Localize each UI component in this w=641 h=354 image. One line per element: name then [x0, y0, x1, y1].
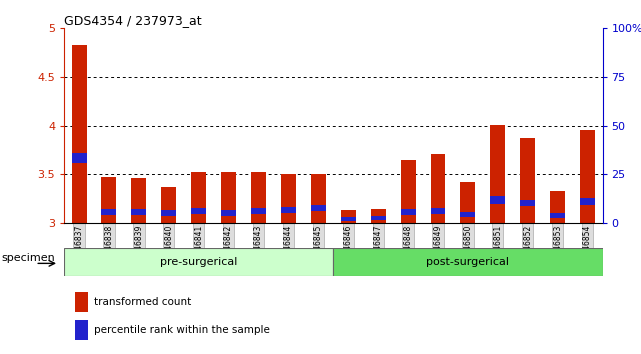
Bar — [370, 216, 386, 220]
Bar — [101, 177, 117, 223]
Bar — [490, 196, 505, 204]
Bar — [520, 200, 535, 206]
Text: GDS4354 / 237973_at: GDS4354 / 237973_at — [64, 14, 202, 27]
Bar — [460, 212, 476, 217]
Bar — [191, 172, 206, 223]
Bar — [431, 209, 445, 214]
Bar — [550, 191, 565, 223]
FancyBboxPatch shape — [64, 248, 333, 276]
Text: pre-surgerical: pre-surgerical — [160, 257, 237, 267]
Text: transformed count: transformed count — [94, 297, 191, 307]
Bar — [221, 210, 236, 216]
Bar — [75, 292, 88, 312]
Bar — [401, 209, 415, 215]
Bar — [550, 213, 565, 218]
Bar — [370, 209, 386, 223]
FancyBboxPatch shape — [333, 248, 603, 276]
Bar — [162, 210, 176, 216]
Bar — [490, 125, 505, 223]
Bar — [341, 210, 356, 223]
Bar — [460, 182, 476, 223]
Bar — [311, 205, 326, 211]
Bar — [221, 172, 236, 223]
Bar — [431, 154, 445, 223]
Bar — [162, 187, 176, 223]
Bar — [131, 209, 146, 215]
Bar — [75, 320, 88, 340]
Bar — [311, 175, 326, 223]
Bar — [101, 209, 117, 215]
Text: percentile rank within the sample: percentile rank within the sample — [94, 325, 270, 335]
Bar — [580, 130, 595, 223]
Bar — [131, 178, 146, 223]
Bar — [341, 217, 356, 221]
Bar — [520, 138, 535, 223]
Bar — [281, 175, 296, 223]
Bar — [281, 207, 296, 213]
Bar — [72, 153, 87, 162]
Bar — [401, 160, 415, 223]
Bar — [251, 209, 266, 214]
Bar — [580, 198, 595, 205]
Text: post-surgerical: post-surgerical — [426, 257, 510, 267]
Text: specimen: specimen — [1, 253, 55, 263]
Bar — [72, 45, 87, 223]
Bar — [251, 172, 266, 223]
Bar — [191, 209, 206, 214]
